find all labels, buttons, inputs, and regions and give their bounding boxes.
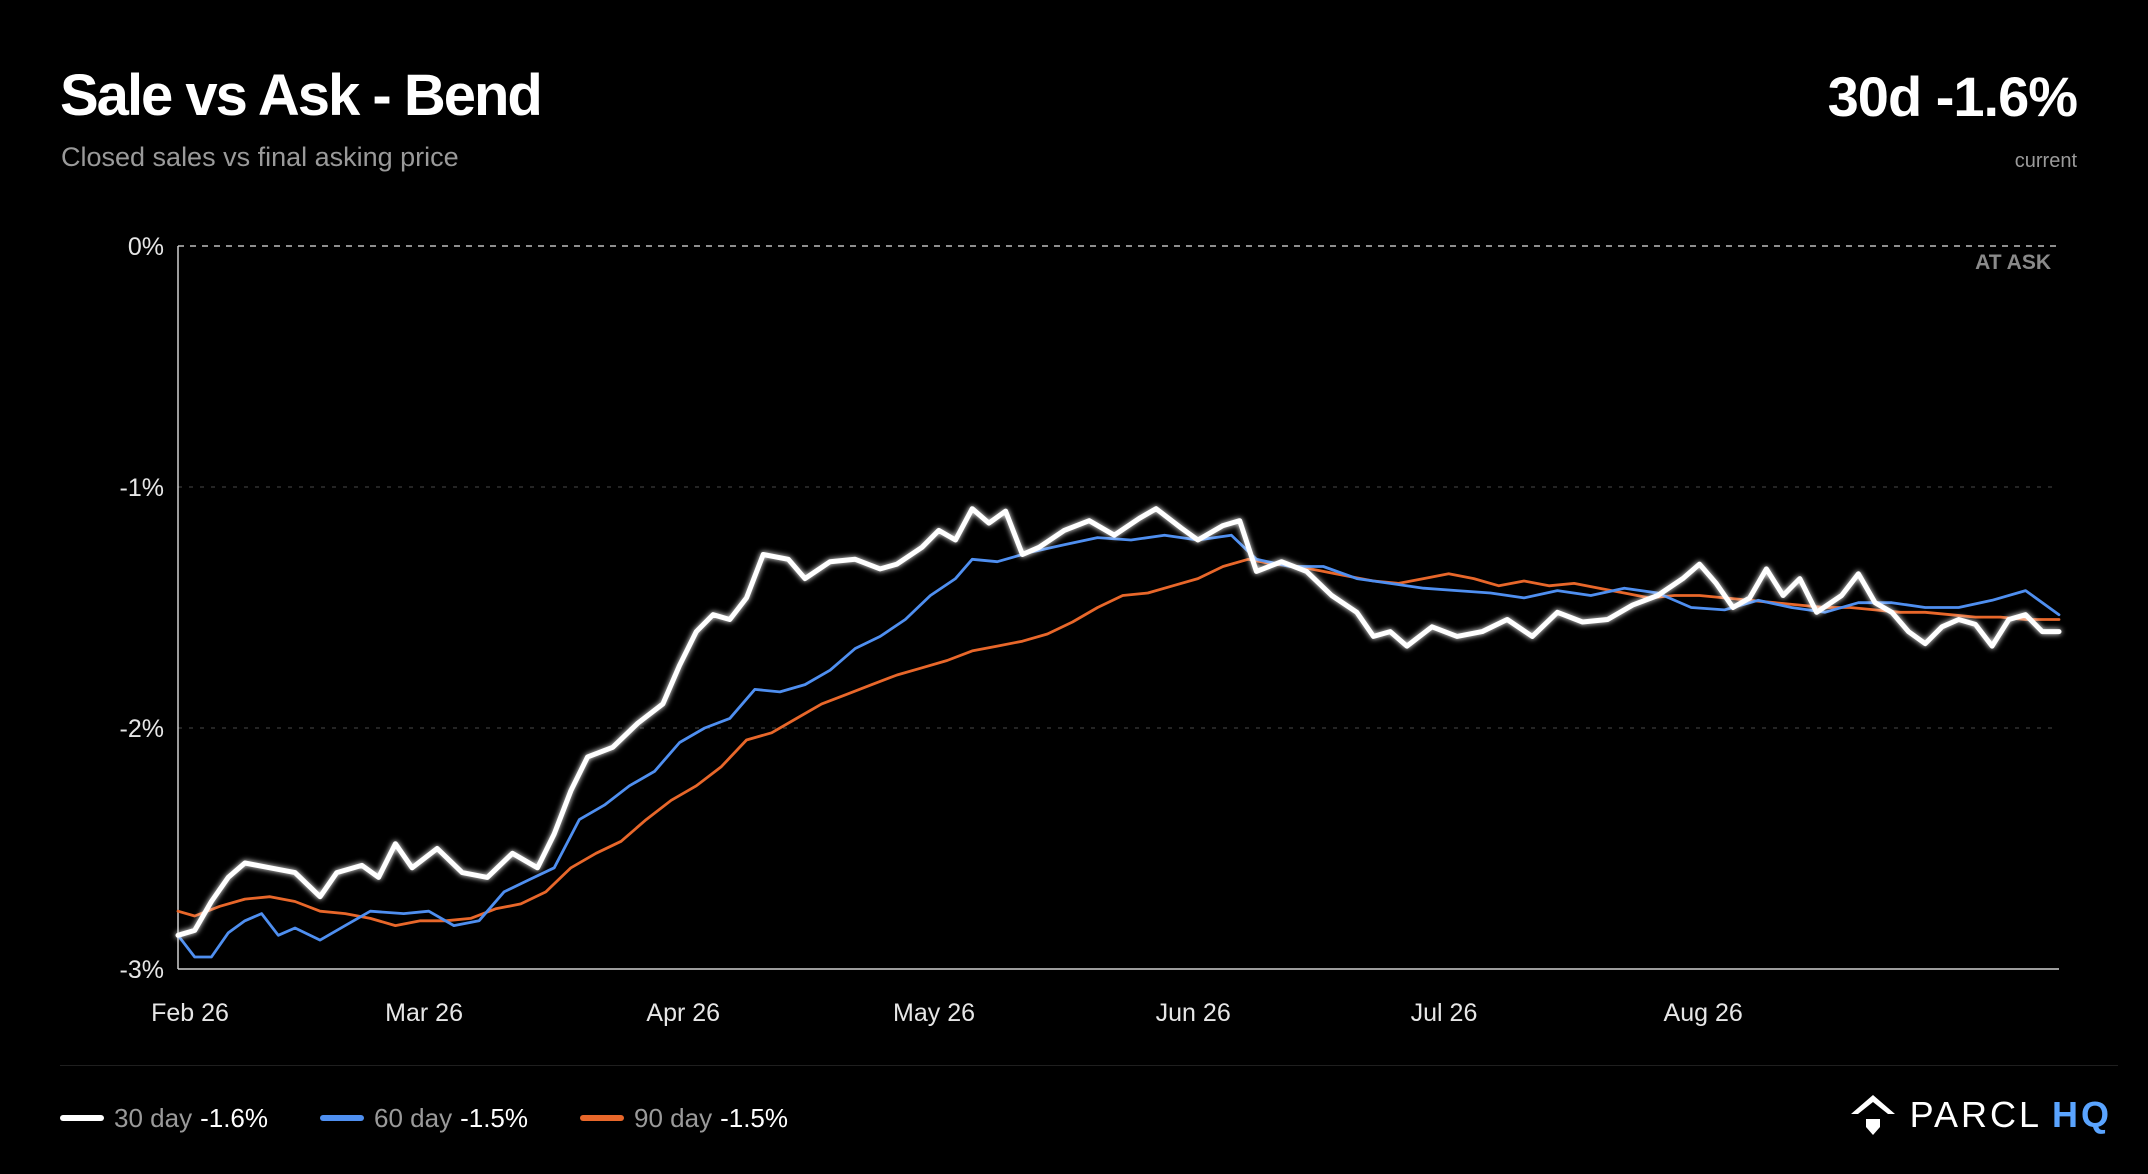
line-chart: 0% -1% -2% -3% Feb 26 Mar 26 Apr 26 May 26 Jun 2… <box>120 233 2062 1027</box>
x-tick-label: Apr 26 <box>646 999 720 1027</box>
x-tick-label: Aug 26 <box>1664 999 1743 1027</box>
y-tick-label: -3% <box>120 956 164 984</box>
series-line-30-day <box>175 506 2062 938</box>
axes: 0% -1% -2% -3% Feb 26 Mar 26 Apr 26 May 26 Jun 2… <box>120 233 2059 1027</box>
legend: 30 day -1.6% 60 day -1.5% 90 day -1.5% <box>60 1100 840 1136</box>
legend-swatch <box>320 1115 364 1121</box>
parcl-house-icon <box>1850 1095 1895 1135</box>
headline-caption: current <box>2014 150 2077 172</box>
legend-value: -1.6% <box>200 1102 268 1133</box>
legend-swatch <box>580 1115 624 1121</box>
brand-logo: PARCL HQ <box>1848 1092 2112 1138</box>
x-tick-label: May 26 <box>893 999 975 1027</box>
legend-value: -1.5% <box>460 1102 528 1133</box>
x-tick-label: Feb 26 <box>151 999 229 1027</box>
footer-divider <box>60 1065 2118 1066</box>
legend-swatch <box>60 1115 104 1121</box>
legend-item: 90 day -1.5% <box>580 1103 788 1134</box>
y-tick-label: 0% <box>128 233 164 261</box>
series-line-90-day <box>176 557 2061 927</box>
x-tick-label: Jul 26 <box>1411 999 1478 1027</box>
x-tick-label: Jun 26 <box>1156 999 1231 1027</box>
chart-title: Sale vs Ask - Bend <box>60 63 543 128</box>
legend-label: 30 day <box>114 1102 193 1133</box>
legend-value: -1.5% <box>720 1102 788 1133</box>
series-line-60-day <box>176 533 2061 959</box>
x-tick-label: Mar 26 <box>385 999 463 1027</box>
legend-item: 30 day -1.6% <box>60 1103 268 1134</box>
chart-subtitle: Closed sales vs final asking price <box>61 142 459 172</box>
y-tick-label: -2% <box>120 715 164 743</box>
series-group <box>175 506 2062 959</box>
grid <box>178 245 2059 729</box>
brand-name-parcl: PARCL <box>1909 1094 2042 1135</box>
legend-label: 60 day <box>374 1102 453 1133</box>
headline-value: 30d -1.6% <box>1827 65 2078 128</box>
brand-name-hq: HQ <box>2052 1094 2112 1135</box>
at-ask-annotation: AT ASK <box>1975 251 2051 274</box>
y-tick-label: -1% <box>120 474 164 502</box>
legend-item: 60 day -1.5% <box>320 1103 528 1134</box>
legend-label: 90 day <box>634 1102 713 1133</box>
